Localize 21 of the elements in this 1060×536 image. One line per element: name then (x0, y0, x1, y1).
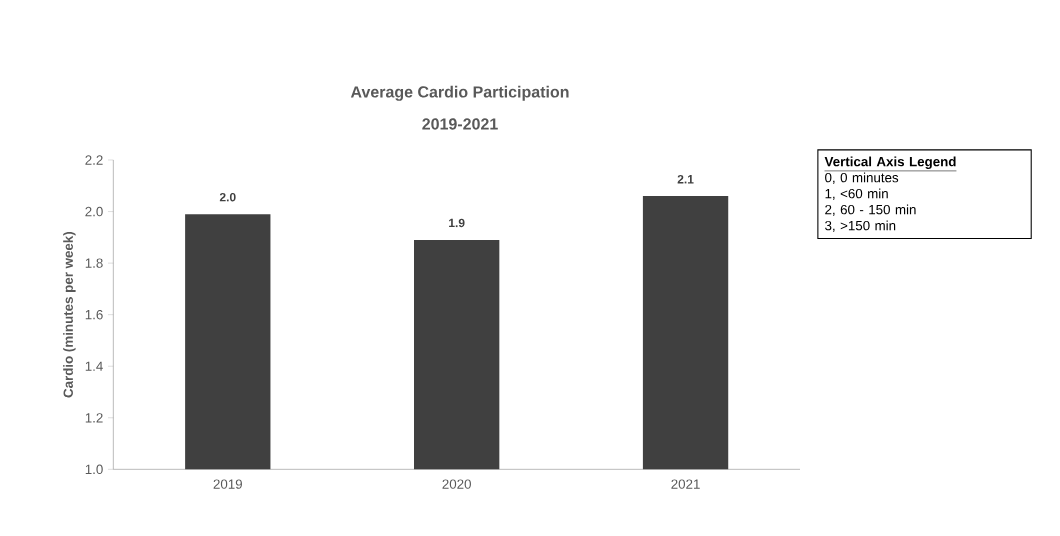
y-tick-label: 2.2 (85, 155, 103, 165)
y-tick-label: 1.0 (85, 464, 103, 475)
y-tick-label: 1.8 (85, 258, 103, 268)
y-axis-title: Cardio (minutes per week) (63, 231, 76, 398)
y-tick-label: 1.4 (85, 361, 103, 371)
chart-subtitle: 2019-2021 (422, 118, 498, 130)
text: 0, 0 minutes (825, 172, 899, 184)
data-label: 2.0 (219, 192, 236, 202)
x-tick-label: 2021 (671, 479, 700, 489)
text: Vertical Axis Legend (824, 156, 956, 170)
chart-title: Average Cardio Participation (350, 85, 569, 101)
y-tick-label: 1.2 (85, 413, 103, 423)
y-tick-label: 2.0 (85, 206, 103, 217)
y-tick-label: 1.6 (85, 309, 103, 320)
text: 1, <60 min (825, 188, 888, 200)
data-label: 1.9 (449, 218, 465, 228)
data-label: 2.1 (677, 174, 694, 184)
text: 3, >150 min (825, 220, 896, 232)
x-tick-label: 2020 (442, 479, 471, 489)
x-tick-label: 2019 (213, 479, 242, 489)
text: 2, 60 - 150 min (825, 204, 916, 216)
